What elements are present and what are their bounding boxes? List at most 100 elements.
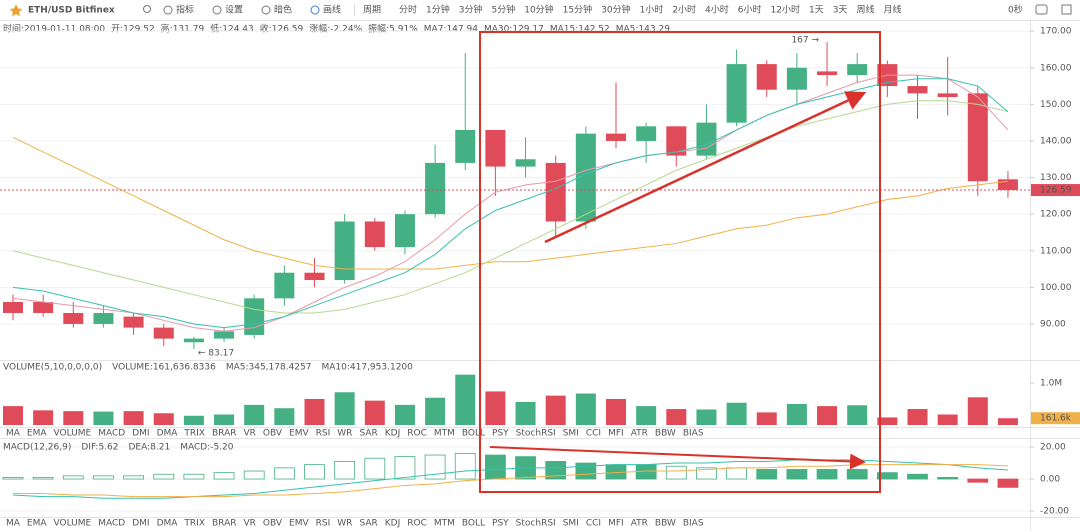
indicator-tab[interactable]: MA xyxy=(6,429,21,439)
indicator-tab[interactable]: RSI xyxy=(316,429,331,439)
period-button[interactable]: 10分钟 xyxy=(524,4,553,16)
period-button[interactable]: 1天 xyxy=(809,6,824,16)
period-button[interactable]: 分时 xyxy=(399,4,417,16)
indicator-tab[interactable]: SAR xyxy=(359,429,377,439)
fullscreen-icon[interactable] xyxy=(1061,4,1072,15)
button-icon[interactable] xyxy=(310,5,320,15)
indicator-tab[interactable]: BOLL xyxy=(462,519,485,529)
panel-subtitle: MA5:345,178.4257 xyxy=(226,363,312,373)
y-tick-label: 100.00 xyxy=(1040,283,1072,293)
indicator-tab[interactable]: ATR xyxy=(631,429,648,439)
macd-bar xyxy=(876,472,898,480)
period-button[interactable]: 15分钟 xyxy=(563,4,592,16)
period-button[interactable]: 3分钟 xyxy=(459,4,483,16)
indicator-tab[interactable]: ROC xyxy=(407,429,427,439)
info-item: 开:129.52 xyxy=(111,24,155,35)
indicator-tab[interactable]: EMA xyxy=(27,519,47,529)
indicator-tab[interactable]: SAR xyxy=(359,519,377,529)
macd-bar xyxy=(997,478,1019,488)
indicator-tab[interactable]: SMI xyxy=(563,429,579,439)
macd-bar xyxy=(273,467,295,480)
volume-bar xyxy=(153,413,174,425)
candle-body xyxy=(847,64,868,76)
indicator-tab[interactable]: DMA xyxy=(157,429,179,439)
button-icon[interactable] xyxy=(261,5,271,15)
period-button[interactable]: 12小时 xyxy=(771,4,800,16)
indicator-tab[interactable]: DMI xyxy=(132,429,149,439)
search-icon[interactable] xyxy=(143,5,151,13)
y-tick-label: 170.00 xyxy=(1040,27,1072,37)
indicator-tab[interactable]: RSI xyxy=(316,519,331,529)
indicator-tab[interactable]: DMI xyxy=(132,519,149,529)
indicator-tab[interactable]: BRAR xyxy=(212,519,236,529)
indicator-tab[interactable]: EMV xyxy=(289,429,309,439)
indicator-tab[interactable]: OBV xyxy=(263,429,283,439)
indicator-tab[interactable]: BIAS xyxy=(683,429,704,439)
indicator-tab[interactable]: VOLUME xyxy=(54,519,92,529)
indicator-tab[interactable]: MFI xyxy=(608,519,624,529)
indicator-tab[interactable]: MACD xyxy=(98,429,125,439)
period-button[interactable]: 1分钟 xyxy=(426,4,450,16)
camera-icon[interactable] xyxy=(1035,4,1048,15)
toolbar-button[interactable]: 指标 xyxy=(176,4,194,16)
period-button[interactable]: 3天 xyxy=(833,6,848,16)
period-button[interactable]: 4小时 xyxy=(705,4,729,16)
volume-bar xyxy=(63,411,84,425)
indicator-tab[interactable]: StochRSI xyxy=(516,429,556,439)
indicator-tab[interactable]: MFI xyxy=(608,429,624,439)
indicator-tab[interactable]: KDJ xyxy=(385,429,401,439)
indicator-tab[interactable]: VOLUME xyxy=(54,429,92,439)
indicator-tab[interactable]: KDJ xyxy=(385,519,401,529)
indicator-tab[interactable]: DMA xyxy=(157,519,179,529)
period-button[interactable]: 5分钟 xyxy=(491,4,515,16)
indicator-tab[interactable]: SMI xyxy=(563,519,579,529)
period-button[interactable]: 1小时 xyxy=(640,4,664,16)
macd-bar xyxy=(243,470,265,480)
star-icon[interactable] xyxy=(9,4,23,17)
period-button[interactable]: 周线 xyxy=(856,4,874,16)
indicator-tab[interactable]: MTM xyxy=(434,429,455,439)
indicator-tab[interactable]: BBW xyxy=(655,429,676,439)
candle-body xyxy=(123,316,144,328)
volume-bar xyxy=(606,398,626,425)
indicator-tab[interactable]: ROC xyxy=(407,519,427,529)
symbol[interactable]: ETH/USD Bitfinex xyxy=(28,6,115,16)
indicator-tab[interactable]: VR xyxy=(243,429,255,439)
indicator-tab[interactable]: TRIX xyxy=(183,519,205,529)
indicator-tab[interactable]: BBW xyxy=(655,519,676,529)
period-button[interactable]: 月线 xyxy=(883,4,901,16)
indicator-tab[interactable]: PSY xyxy=(492,429,509,439)
indicator-tab[interactable]: CCI xyxy=(586,519,601,529)
indicator-tab[interactable]: BIAS xyxy=(683,519,704,529)
ma-line xyxy=(12,74,1009,332)
button-icon[interactable] xyxy=(163,5,173,15)
panel-title: MACD(12,26,9) xyxy=(3,443,71,453)
indicator-tab[interactable]: MA xyxy=(6,519,21,529)
toolbar-button[interactable]: 画线 xyxy=(323,4,341,16)
indicator-tab[interactable]: CCI xyxy=(586,429,601,439)
indicator-tab[interactable]: VR xyxy=(243,519,255,529)
candle-body xyxy=(455,129,476,163)
annotation-arrow xyxy=(489,446,866,470)
indicator-tab[interactable]: EMV xyxy=(289,519,309,529)
indicator-tab[interactable]: BRAR xyxy=(212,429,236,439)
period-button[interactable]: 30分钟 xyxy=(601,4,630,16)
indicator-tab[interactable]: StochRSI xyxy=(516,519,556,529)
indicator-tab[interactable]: WR xyxy=(337,429,352,439)
indicator-tab[interactable]: BOLL xyxy=(462,429,485,439)
indicator-tab[interactable]: PSY xyxy=(492,519,509,529)
indicator-tab[interactable]: MACD xyxy=(98,519,125,529)
indicator-tab[interactable]: ATR xyxy=(631,519,648,529)
period-button[interactable]: 6小时 xyxy=(738,4,762,16)
toolbar-button[interactable]: 暗色 xyxy=(274,4,292,16)
indicator-tab[interactable]: MTM xyxy=(434,519,455,529)
indicator-tab[interactable]: WR xyxy=(337,519,352,529)
button-icon[interactable] xyxy=(212,5,222,15)
period-label[interactable]: 周期 xyxy=(363,5,381,16)
indicator-tab[interactable]: EMA xyxy=(27,429,47,439)
candle-body xyxy=(485,129,506,167)
indicator-tab[interactable]: TRIX xyxy=(183,429,205,439)
toolbar-button[interactable]: 设置 xyxy=(225,5,243,16)
period-button[interactable]: 2小时 xyxy=(672,4,696,16)
indicator-tab[interactable]: OBV xyxy=(263,519,283,529)
